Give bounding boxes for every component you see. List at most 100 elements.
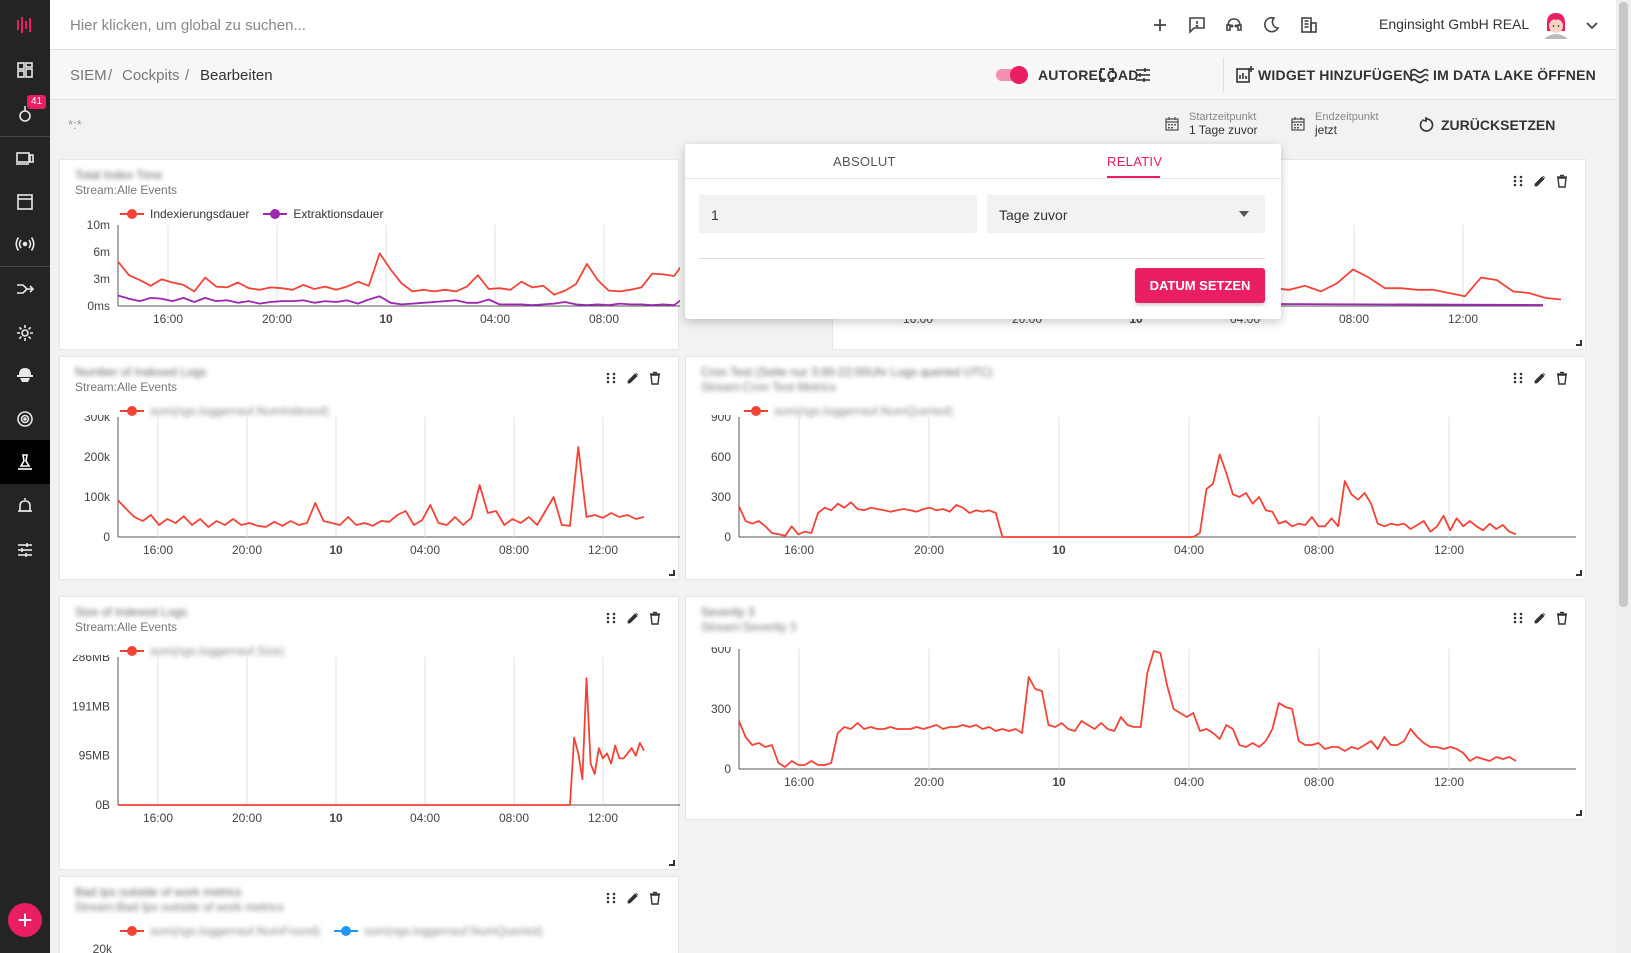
moon-icon[interactable]	[1261, 15, 1281, 35]
widget-title: Number of Indexed Logs	[75, 365, 207, 379]
edit-icon[interactable]	[626, 891, 640, 905]
alarm-icon[interactable]	[0, 485, 50, 529]
edit-icon[interactable]	[1533, 371, 1547, 385]
delete-icon[interactable]	[648, 371, 662, 385]
devices-icon[interactable]	[0, 136, 50, 180]
hacker-icon[interactable]	[0, 353, 50, 397]
legend-item[interactable]: sum(ngs.loggerrauf.NumQueried)	[744, 404, 953, 418]
breadcrumb-sep: /	[108, 67, 113, 84]
broadcast-icon[interactable]	[0, 222, 50, 266]
breadcrumb-cockpits[interactable]: Cockpits	[122, 67, 180, 84]
edit-icon[interactable]	[626, 611, 640, 625]
scrollbar[interactable]	[1616, 0, 1631, 953]
calendar-icon[interactable]	[1164, 116, 1180, 132]
delete-icon[interactable]	[1555, 611, 1569, 625]
workflow-icon[interactable]	[0, 267, 50, 311]
legend-item[interactable]: Indexierungsdauer	[120, 207, 249, 221]
delete-icon[interactable]	[648, 891, 662, 905]
x-tick-label: 12:00	[1434, 775, 1464, 789]
drag-icon[interactable]	[1511, 174, 1525, 188]
radar-icon[interactable]	[0, 397, 50, 441]
reset-button[interactable]: ZURÜCKSETZEN	[1441, 117, 1556, 133]
resize-handle[interactable]	[1576, 810, 1582, 816]
set-date-button[interactable]: DATUM SETZEN	[1135, 268, 1265, 303]
series-line	[117, 294, 680, 307]
dashboard-icon[interactable]	[0, 48, 50, 92]
chart-legend: sum(ngs.loggerrauf.NumIndexed)	[120, 404, 343, 418]
delete-icon[interactable]	[1555, 371, 1569, 385]
edit-icon[interactable]	[626, 371, 640, 385]
y-tick-label: 900	[711, 415, 731, 424]
x-tick-label: 20:00	[232, 543, 262, 557]
widget-subtitle: Stream:Alle Events	[75, 183, 178, 197]
reset-icon[interactable]	[1418, 117, 1434, 133]
datalake-icon[interactable]	[1409, 65, 1429, 85]
x-tick-label: 04:00	[480, 312, 510, 326]
autoreload-toggle[interactable]	[996, 66, 1028, 84]
fullscreen-icon[interactable]	[1097, 65, 1117, 85]
query-text[interactable]: *:*	[68, 117, 82, 132]
chevron-down-icon[interactable]	[1582, 15, 1602, 35]
widget-subtitle: Stream:Cron Test Metrics	[701, 380, 837, 394]
widget-tools	[604, 611, 662, 625]
resize-handle[interactable]	[1576, 340, 1582, 346]
chat-icon[interactable]	[1187, 15, 1207, 35]
start-time[interactable]: Startzeitpunkt 1 Tage zuvor	[1189, 111, 1258, 137]
resize-handle[interactable]	[669, 860, 675, 866]
drag-icon[interactable]	[1511, 611, 1525, 625]
legend-item[interactable]: Extraktionsdauer	[263, 207, 383, 221]
edit-icon[interactable]	[1533, 611, 1547, 625]
calendar-icon[interactable]	[1290, 116, 1306, 132]
end-time[interactable]: Endzeitpunkt jetzt	[1315, 111, 1379, 137]
scrollbar-thumb[interactable]	[1619, 2, 1628, 607]
open-datalake-button[interactable]: IM DATA LAKE ÖFFNEN	[1433, 67, 1596, 83]
widget-subtitle: Stream:Alle Events	[75, 380, 178, 394]
autoreload-label[interactable]: AUTORELOAD	[1038, 67, 1139, 83]
drag-icon[interactable]	[604, 891, 618, 905]
drag-icon[interactable]	[604, 371, 618, 385]
x-tick-label: 08:00	[499, 811, 529, 825]
tune-icon[interactable]	[1133, 65, 1153, 85]
add-widget-button[interactable]: WIDGET HINZUFÜGEN	[1258, 67, 1414, 83]
legend-item[interactable]: sum(ngs.loggerrauf.NumIndexed)	[120, 404, 329, 418]
avatar[interactable]	[1542, 11, 1570, 39]
legend-item[interactable]: sum(ngs.loggerrauf.NumFound)	[120, 924, 320, 938]
line-chart: 300k 200k 100k 0 16:00 20:00 10 04:00 08:00 12:00	[84, 415, 680, 557]
global-search-input[interactable]: Hier klicken, um global zu suchen...	[70, 17, 306, 34]
y-tick-label: 6m	[93, 245, 110, 259]
tab-absolute[interactable]: ABSOLUT	[833, 154, 896, 169]
add-button[interactable]	[8, 903, 42, 937]
edit-icon[interactable]	[1533, 174, 1547, 188]
delete-icon[interactable]	[1555, 174, 1569, 188]
delete-icon[interactable]	[648, 611, 662, 625]
plus-icon[interactable]	[1150, 15, 1170, 35]
support-icon[interactable]	[1224, 15, 1244, 35]
y-tick: 20k	[93, 942, 113, 953]
breadcrumb-siem[interactable]: SIEM	[70, 67, 107, 84]
alerts-icon[interactable]	[0, 92, 50, 136]
settings-icon[interactable]	[0, 311, 50, 355]
drag-icon[interactable]	[1511, 371, 1525, 385]
x-tick-label: 04:00	[410, 543, 440, 557]
resize-handle[interactable]	[1576, 570, 1582, 576]
subbar: SIEM / Cockpits / Bearbeiten AUTORELOAD …	[50, 50, 1616, 100]
series-line	[117, 446, 645, 528]
widget-title: Severity 3	[701, 605, 755, 619]
y-tick-label: 191MB	[72, 699, 110, 713]
add-widget-icon[interactable]	[1234, 65, 1254, 85]
y-tick-label: 600	[711, 450, 731, 464]
organization-name[interactable]: Enginsight GmbH REAL	[1379, 16, 1530, 32]
resize-handle[interactable]	[669, 570, 675, 576]
legend-item[interactable]: sum(ngs.loggerrauf.Size)	[120, 644, 284, 658]
unit-select[interactable]: Tage zuvor	[987, 195, 1265, 233]
logo-icon[interactable]	[0, 3, 50, 47]
x-tick-label: 12:00	[1434, 543, 1464, 557]
amount-input[interactable]: 1	[699, 195, 977, 233]
tab-relative[interactable]: RELATIV	[1107, 154, 1163, 169]
legend-item[interactable]: sum(ngs.loggerrauf.NumQueried)	[334, 924, 543, 938]
x-tick-label: 08:00	[499, 543, 529, 557]
siem-icon[interactable]	[0, 440, 50, 484]
sliders-icon[interactable]	[0, 528, 50, 572]
window-icon[interactable]	[0, 180, 50, 224]
drag-icon[interactable]	[604, 611, 618, 625]
